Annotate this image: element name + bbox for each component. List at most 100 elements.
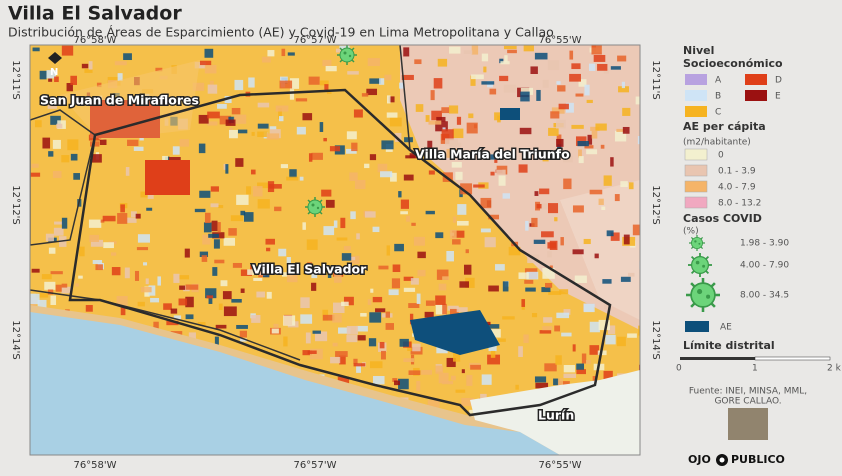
urban-block	[425, 115, 430, 122]
urban-block	[490, 171, 495, 176]
urban-block	[217, 103, 227, 109]
urban-block	[536, 203, 542, 209]
scale-bar	[754, 356, 831, 361]
urban-block	[267, 181, 275, 193]
urban-block	[415, 104, 424, 112]
urban-block	[425, 210, 435, 215]
urban-block	[446, 250, 454, 262]
district-boundary	[30, 289, 301, 361]
urban-block	[600, 144, 605, 149]
urban-block	[525, 220, 529, 231]
urban-block	[286, 176, 299, 181]
urban-block	[265, 238, 275, 245]
urban-block	[323, 226, 335, 236]
urban-block	[424, 311, 434, 318]
urban-block	[542, 326, 553, 331]
legend-label: D	[775, 76, 782, 86]
urban-block	[622, 126, 630, 134]
urban-block	[111, 267, 121, 276]
urban-block	[547, 242, 556, 249]
legend-swatch	[745, 90, 767, 101]
urban-block	[442, 303, 447, 315]
urban-block	[526, 271, 539, 280]
legend-swatch	[685, 74, 707, 85]
urban-block	[547, 60, 560, 71]
urban-block	[48, 78, 53, 82]
urban-block	[120, 306, 126, 316]
urban-block	[598, 319, 610, 331]
urban-block	[498, 338, 506, 342]
urban-block	[620, 181, 628, 188]
urban-block	[490, 350, 496, 358]
urban-block	[85, 305, 93, 312]
urban-block	[280, 164, 289, 169]
urban-block	[47, 104, 57, 109]
urban-block	[324, 84, 329, 92]
urban-block	[536, 89, 541, 101]
urban-block	[623, 234, 630, 245]
urban-block	[140, 286, 152, 293]
urban-block	[133, 146, 144, 151]
urban-block	[597, 63, 608, 71]
urban-block	[234, 79, 244, 91]
urban-block	[219, 115, 232, 125]
urban-block	[595, 123, 607, 131]
urban-block	[445, 138, 458, 146]
urban-block	[589, 321, 600, 333]
urban-block	[268, 184, 282, 189]
urban-block	[495, 264, 505, 271]
urban-block	[425, 300, 435, 306]
urban-block	[95, 264, 103, 271]
urban-block	[281, 272, 293, 277]
place-label: Villa El Salvador	[252, 262, 367, 277]
urban-block	[48, 151, 54, 157]
urban-block	[54, 221, 63, 225]
urban-block	[463, 50, 473, 55]
urban-block	[392, 264, 401, 273]
urban-block	[417, 269, 426, 277]
urban-block	[399, 338, 409, 347]
urban-block	[360, 313, 367, 317]
urban-block	[266, 247, 271, 252]
urban-block	[556, 312, 570, 319]
urban-block	[452, 239, 461, 245]
urban-block	[343, 296, 354, 306]
urban-block	[413, 236, 425, 246]
urban-block	[525, 287, 536, 292]
urban-block	[558, 103, 569, 110]
urban-block	[386, 245, 391, 256]
urban-block	[468, 113, 474, 119]
urban-block	[135, 213, 141, 219]
urban-block	[300, 314, 313, 324]
urban-block	[266, 133, 280, 140]
urban-block	[48, 247, 56, 254]
urban-block	[435, 304, 447, 315]
urban-block	[412, 343, 421, 352]
urban-block	[207, 111, 220, 119]
urban-block	[576, 369, 586, 375]
urban-block	[489, 88, 497, 95]
urban-block	[204, 64, 217, 74]
urban-block	[435, 295, 446, 305]
urban-block	[214, 259, 225, 264]
urban-block	[353, 363, 366, 367]
urban-block	[368, 338, 377, 347]
urban-block	[332, 342, 338, 347]
legend-symbol	[688, 234, 706, 252]
legend-symbol	[687, 252, 713, 278]
urban-block	[179, 139, 189, 147]
urban-block	[130, 211, 137, 218]
urban-block	[618, 86, 630, 93]
urban-block	[172, 146, 180, 155]
urban-block	[542, 267, 555, 279]
urban-block	[350, 211, 356, 220]
urban-block	[361, 93, 369, 97]
urban-block	[283, 315, 296, 326]
urban-block	[503, 84, 517, 93]
urban-block	[207, 121, 218, 126]
urban-block	[621, 81, 626, 89]
urban-block	[605, 334, 616, 345]
urban-block	[199, 251, 209, 257]
urban-block	[408, 370, 421, 376]
urban-block	[520, 87, 534, 95]
